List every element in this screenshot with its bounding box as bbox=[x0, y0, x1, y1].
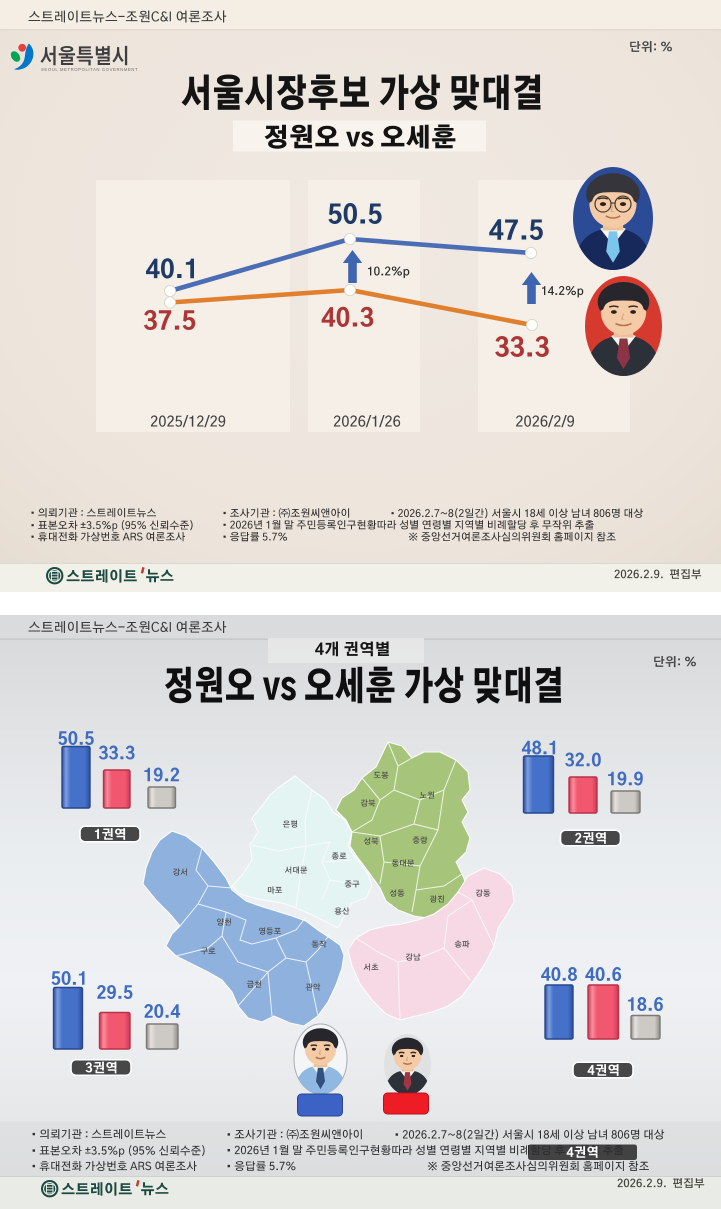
svg-text:SEOUL METROPOLITAN GOVERNMENT: SEOUL METROPOLITAN GOVERNMENT bbox=[41, 67, 138, 72]
